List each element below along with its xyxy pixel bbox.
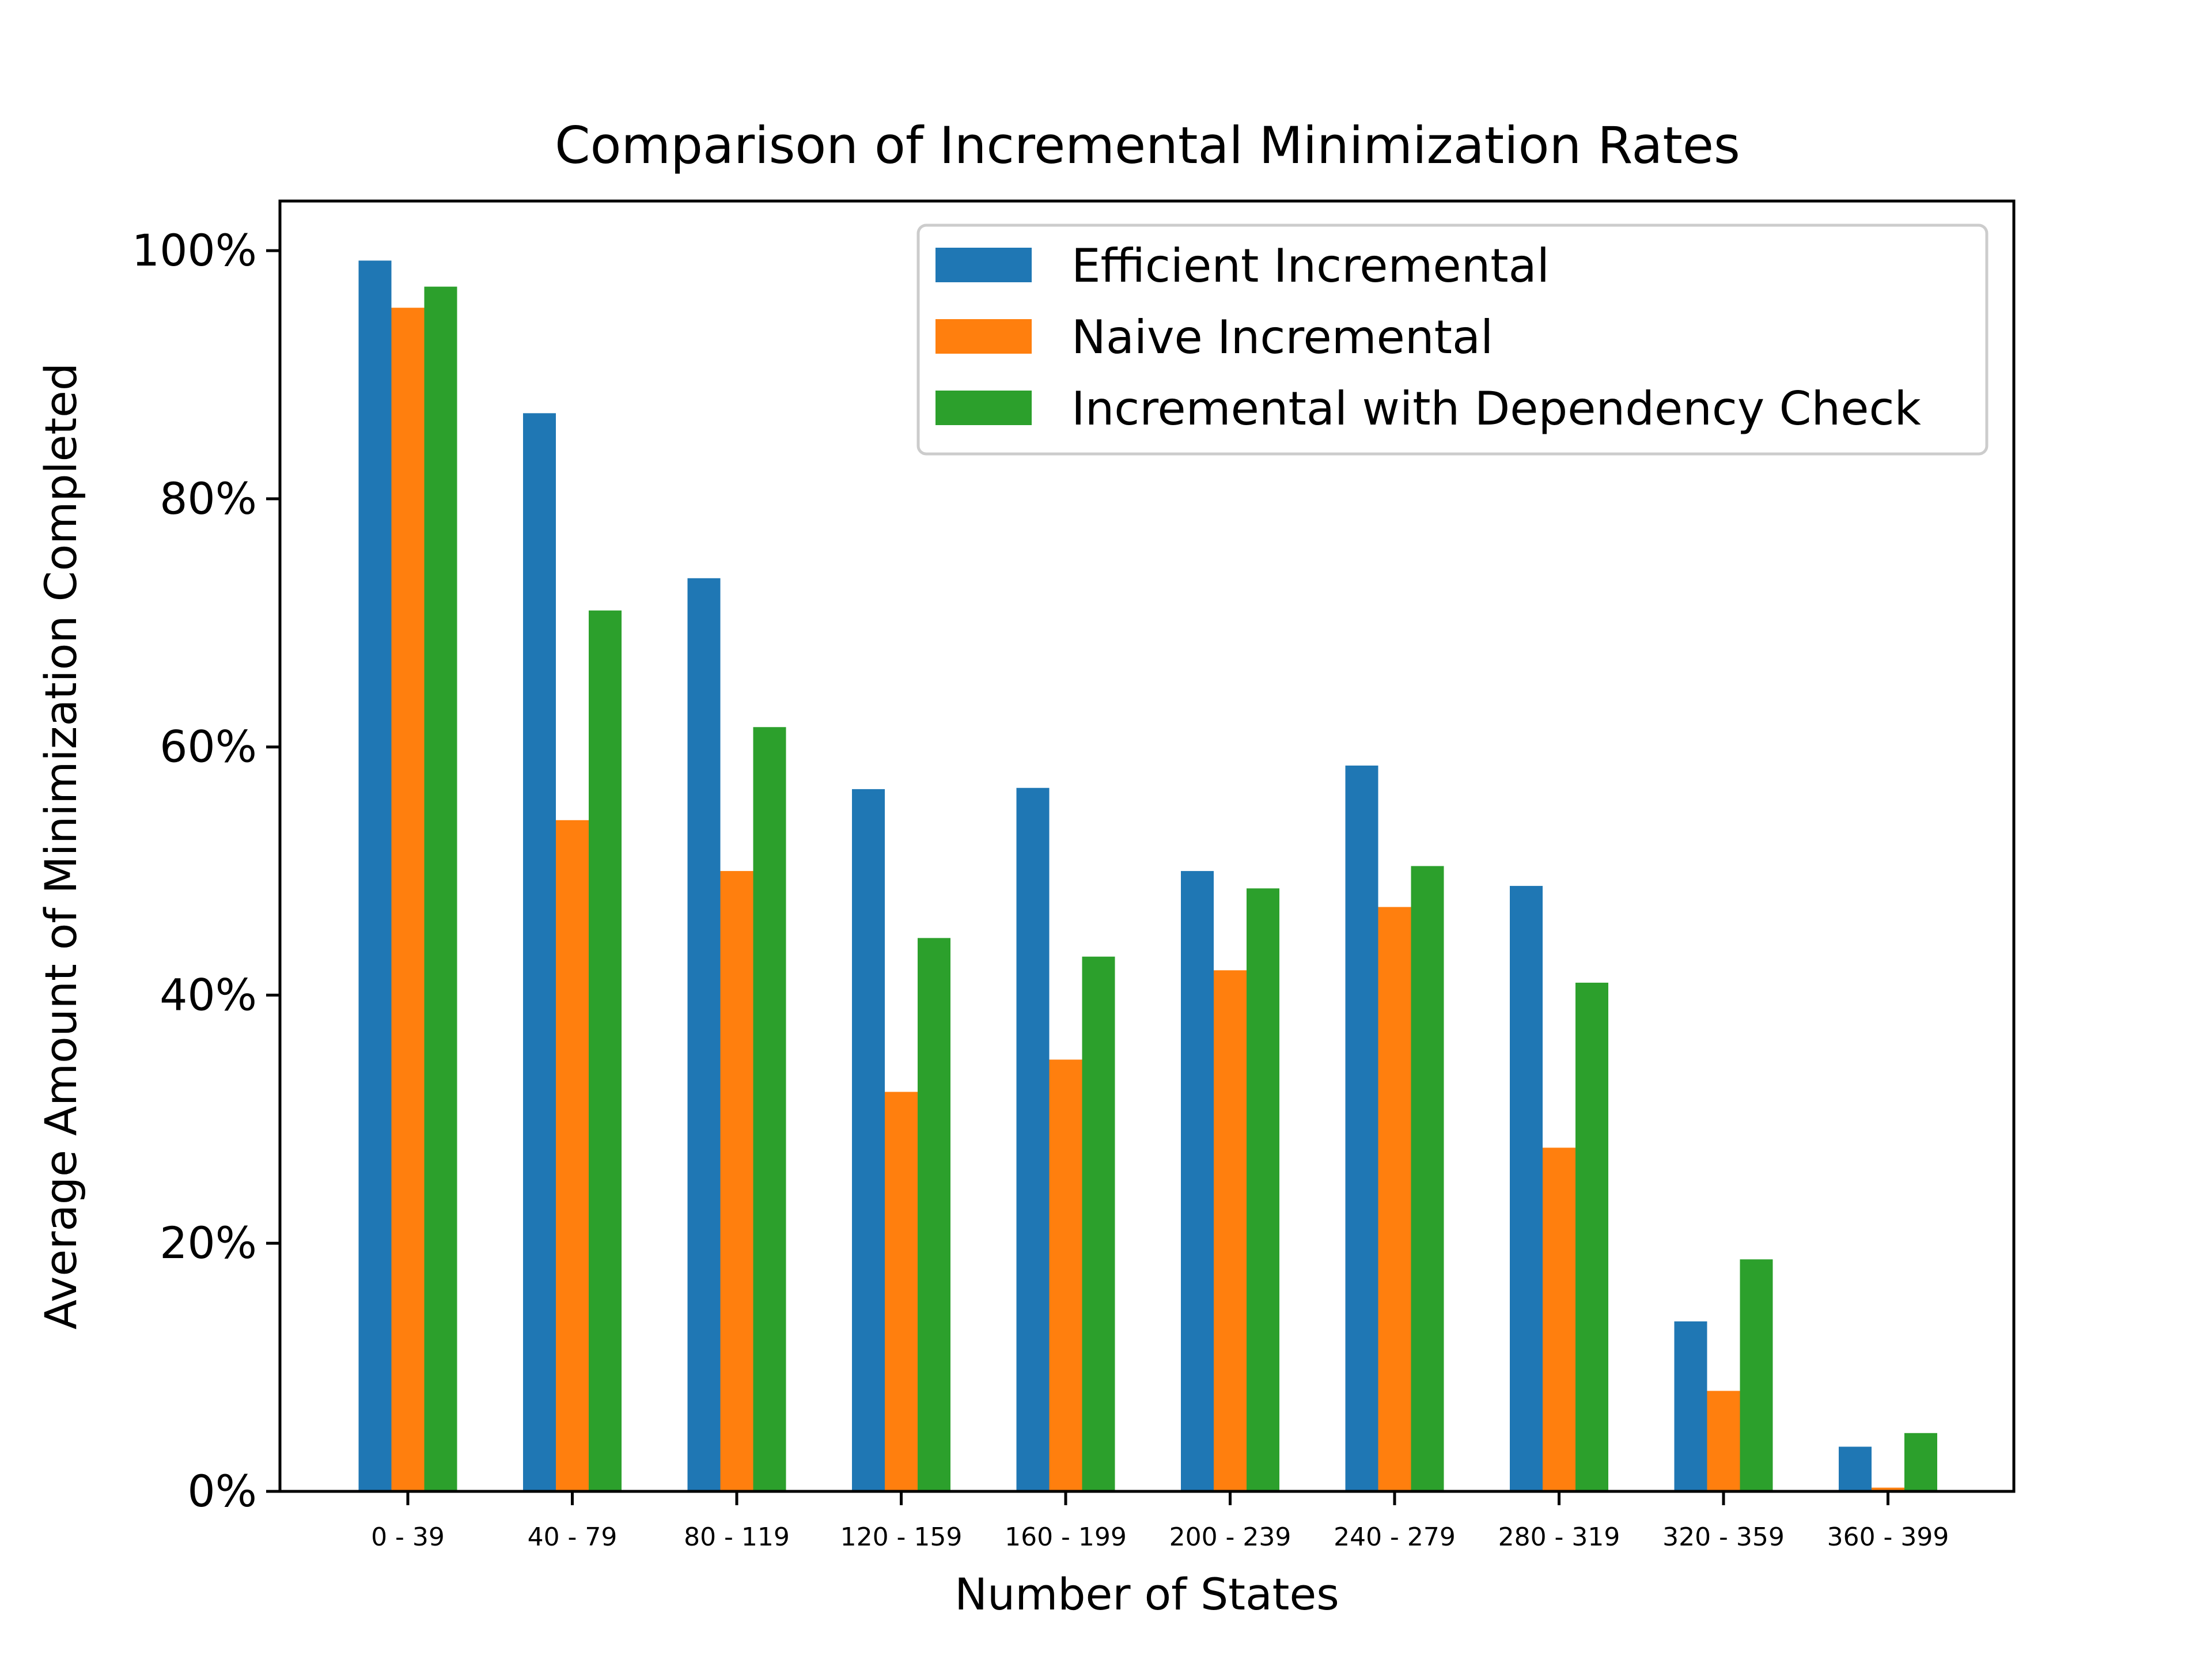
x-tick-label: 280 - 319 <box>1498 1522 1620 1552</box>
bar-series1-cat6 <box>1181 871 1214 1491</box>
bar-series2-cat6 <box>1214 970 1247 1491</box>
bar-series1-cat7 <box>1345 766 1378 1491</box>
bar-series3-cat9 <box>1740 1259 1773 1491</box>
bar-series2-cat3 <box>720 871 753 1491</box>
bar-series2-cat9 <box>1707 1391 1740 1491</box>
x-tick-label: 160 - 199 <box>1005 1522 1127 1552</box>
y-tick-label: 100% <box>132 225 257 276</box>
y-tick-label: 0% <box>187 1465 257 1517</box>
x-tick-label: 200 - 239 <box>1169 1522 1291 1552</box>
x-tick-label: 80 - 119 <box>684 1522 790 1552</box>
bar-series2-cat7 <box>1378 907 1411 1491</box>
bar-series3-cat1 <box>424 286 457 1491</box>
legend: Efficient Incremental Naive Incremental In… <box>916 224 1988 456</box>
y-tick-label: 20% <box>160 1217 257 1268</box>
bars-layer <box>358 260 1937 1492</box>
x-tick-label: 240 - 279 <box>1334 1522 1456 1552</box>
bar-series1-cat5 <box>1016 787 1050 1491</box>
y-tick-label: 40% <box>160 969 257 1020</box>
bar-series2-cat8 <box>1543 1147 1575 1491</box>
x-tick-label: 120 - 159 <box>840 1522 963 1552</box>
bar-series3-cat2 <box>589 610 622 1491</box>
bar-series3-cat4 <box>918 938 950 1491</box>
bar-series1-cat1 <box>358 260 392 1492</box>
y-axis-label: Average Amount of Minimization Completed <box>35 363 86 1330</box>
bar-series3-cat5 <box>1082 956 1115 1491</box>
legend-label: Incremental with Dependency Check <box>1071 382 1921 435</box>
bar-series3-cat3 <box>753 727 786 1491</box>
legend-items: Efficient Incremental Naive Incremental In… <box>935 239 1921 435</box>
x-axis-label: Number of States <box>955 1569 1339 1620</box>
bar-series1-cat8 <box>1510 885 1543 1491</box>
bar-series2-cat2 <box>556 820 589 1491</box>
legend-swatch <box>935 391 1032 425</box>
bar-series3-cat6 <box>1247 888 1279 1491</box>
x-tick-label: 0 - 39 <box>371 1522 445 1552</box>
plot-area-frame <box>278 199 2016 1493</box>
legend-label: Efficient Incremental <box>1071 239 1550 293</box>
bar-series2-cat1 <box>391 308 425 1491</box>
bar-series2-cat5 <box>1049 1059 1082 1491</box>
legend-label: Naive Incremental <box>1071 310 1493 364</box>
y-tick-label: 60% <box>160 721 257 772</box>
bar-series1-cat3 <box>687 578 721 1491</box>
x-axis: 0 - 39 40 - 79 80 - 119 120 - 159 160 - 199 2… <box>371 1491 1949 1552</box>
x-tick-label: 40 - 79 <box>528 1522 618 1552</box>
chart-title: Comparison of Incremental Minimization R… <box>555 116 1740 175</box>
x-tick-label: 360 - 399 <box>1827 1522 1949 1552</box>
bar-series1-cat10 <box>1839 1446 1872 1491</box>
x-tick-label: 320 - 359 <box>1662 1522 1785 1552</box>
y-tick-label: 80% <box>160 473 257 524</box>
bar-series2-cat10 <box>1872 1487 1904 1491</box>
bar-series1-cat2 <box>523 413 556 1491</box>
legend-swatch <box>935 319 1032 354</box>
bar-series2-cat4 <box>885 1092 918 1491</box>
bar-series1-cat4 <box>852 789 885 1491</box>
bar-series3-cat10 <box>1904 1433 1937 1491</box>
legend-swatch <box>935 248 1032 282</box>
bar-series1-cat9 <box>1674 1321 1707 1491</box>
bar-series3-cat8 <box>1575 982 1608 1491</box>
y-axis: 0% 20% 40% 60% 80% 100% <box>132 225 280 1517</box>
bar-series3-cat7 <box>1411 866 1444 1491</box>
legend-frame <box>916 224 1988 456</box>
